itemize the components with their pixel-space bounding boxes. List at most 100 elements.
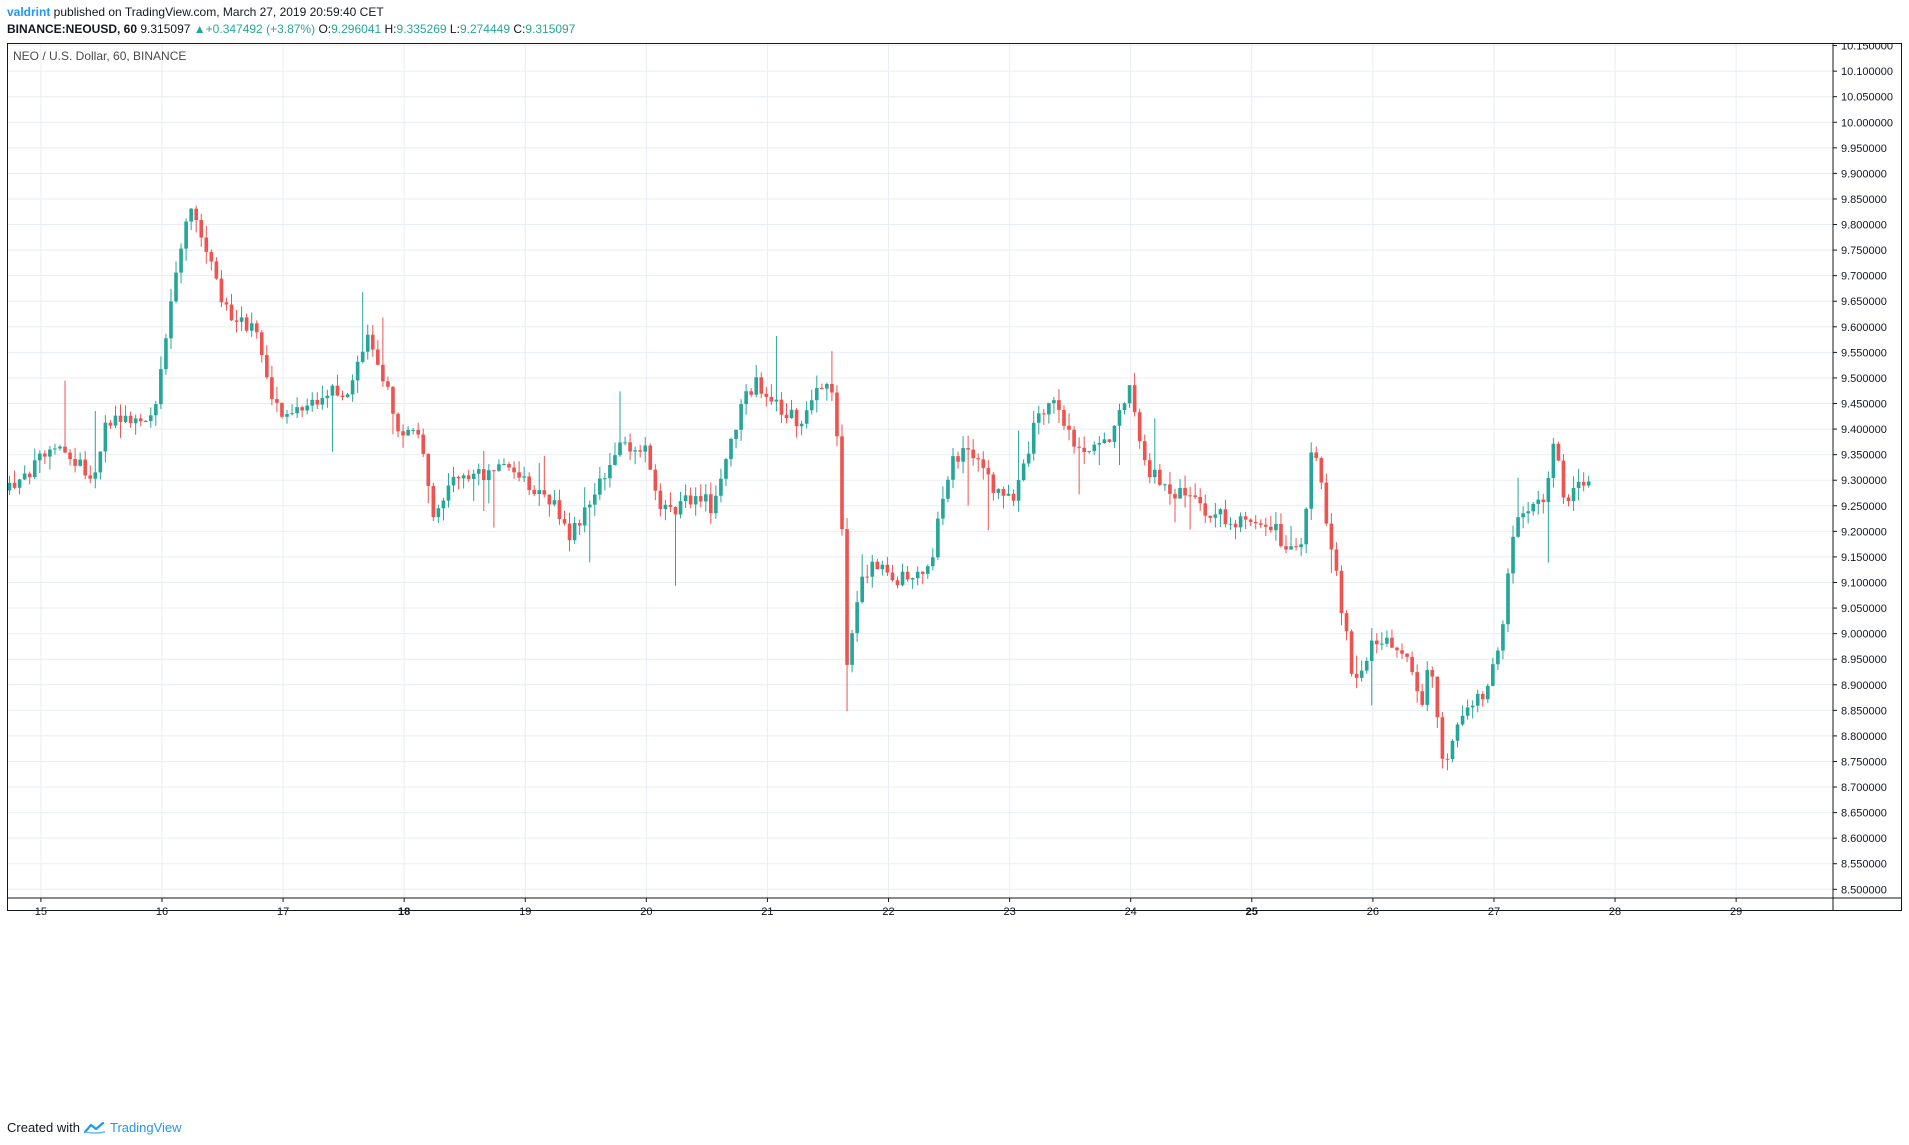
price-axis[interactable]: 8.500000 8.550000 8.600000 8.650000 8.700000…: [1833, 43, 1893, 896]
candle-body: [1450, 740, 1455, 760]
candle-down: [1193, 483, 1197, 500]
candle-body: [1480, 693, 1485, 700]
candle-body: [1132, 385, 1137, 413]
candle-body: [451, 476, 456, 486]
candle-body: [1385, 637, 1389, 644]
candle-up: [961, 436, 965, 474]
candle-body: [1354, 673, 1359, 678]
candle-body: [1253, 521, 1258, 524]
candle-up: [774, 336, 779, 412]
candle-body: [1087, 451, 1092, 453]
candle-body: [365, 334, 370, 352]
candle-body: [683, 495, 688, 502]
candle-body: [456, 476, 461, 479]
candle-down: [1203, 494, 1208, 524]
candle-up: [103, 415, 108, 463]
candle-body: [517, 472, 521, 478]
candle-body: [1218, 509, 1223, 515]
candle-body: [905, 571, 910, 580]
candle-body: [1501, 624, 1505, 651]
published-text: published on TradingView.com, March 27, …: [50, 5, 384, 19]
candle-down: [688, 487, 693, 509]
candle-down: [1011, 489, 1016, 507]
candle-body: [487, 470, 491, 481]
price-tick-label: 8.600000: [1841, 833, 1887, 845]
candle-down: [1158, 463, 1162, 487]
candlestick-series: [7, 205, 1591, 771]
candle-body: [830, 383, 834, 393]
candle-up: [239, 306, 244, 332]
candle-down: [986, 459, 991, 531]
candle-down: [1067, 413, 1071, 441]
candle-up: [613, 442, 617, 466]
candle-body: [1531, 503, 1536, 512]
candle-up: [1097, 436, 1102, 466]
candle-body: [779, 399, 784, 415]
candle-body: [1405, 653, 1409, 657]
candle-down: [1137, 408, 1142, 449]
candle-body: [981, 459, 986, 469]
candle-up: [522, 466, 526, 483]
candle-body: [285, 414, 289, 417]
candle-down: [1284, 535, 1288, 554]
candle-body: [1112, 425, 1117, 442]
candle-body: [58, 446, 62, 449]
candle-down: [764, 386, 769, 407]
candle-down: [12, 470, 17, 490]
candle-body: [966, 448, 970, 450]
candle-body: [1496, 650, 1500, 665]
candle-body: [512, 467, 516, 473]
candle-up: [1576, 468, 1581, 501]
candle-body: [1425, 669, 1430, 705]
candle-body: [123, 415, 128, 422]
candle-body: [1001, 489, 1006, 496]
candle-body: [154, 404, 158, 416]
candle-body: [1491, 664, 1495, 686]
candle-down: [779, 391, 784, 424]
candle-up: [1501, 620, 1505, 660]
last-price: 9.315097: [140, 22, 191, 36]
candle-up: [189, 208, 193, 231]
candle-up: [461, 473, 466, 489]
candle-up: [32, 448, 37, 480]
candle-up: [1521, 506, 1525, 529]
candle-up: [355, 355, 360, 393]
candle-up: [159, 356, 163, 410]
candle-body: [648, 445, 653, 470]
candle-body: [1178, 488, 1182, 499]
candle-body: [613, 455, 617, 466]
candle-up: [290, 404, 294, 416]
candle-down: [1263, 517, 1268, 536]
author-name[interactable]: valdrint: [7, 5, 51, 19]
candle-up: [603, 472, 607, 491]
candle-body: [1556, 443, 1561, 461]
candle-down: [1269, 516, 1273, 533]
candle-up: [1511, 525, 1515, 584]
candle-body: [925, 566, 930, 574]
candle-body: [628, 442, 632, 452]
candle-down: [653, 464, 658, 501]
candle-body: [350, 380, 355, 395]
price-tick-label: 9.000000: [1841, 629, 1887, 641]
candle-body: [345, 394, 350, 398]
candle-up: [693, 487, 698, 516]
candle-body: [633, 450, 637, 452]
candle-body: [1036, 413, 1041, 423]
candle-body: [446, 485, 451, 501]
tradingview-brand[interactable]: TradingView: [109, 1120, 182, 1135]
candle-body: [1213, 514, 1218, 518]
candle-up: [1309, 442, 1314, 521]
candle-body: [416, 429, 421, 435]
candle-body: [930, 557, 935, 567]
time-axis[interactable]: 15 16 17 18 19 20 21 22 23 24 25 26 27 28 29: [35, 898, 1742, 918]
candle-up: [900, 563, 905, 587]
candle-down: [209, 249, 214, 271]
candle-up: [703, 484, 708, 512]
candle-body: [68, 452, 72, 460]
price-chart[interactable]: 8.500000 8.550000 8.600000 8.650000 8.700000…: [7, 43, 1902, 1110]
candle-down: [698, 484, 703, 508]
candle-body: [280, 402, 284, 417]
price-tick-label: 8.500000: [1841, 884, 1887, 896]
candle-up: [22, 465, 27, 481]
candle-body: [53, 448, 57, 450]
